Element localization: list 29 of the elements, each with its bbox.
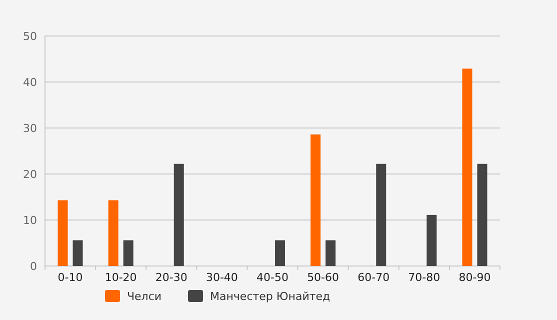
x-tick-label: 0-10 — [58, 271, 83, 284]
legend-label: Челси — [127, 290, 162, 303]
x-tick-label: 80-90 — [458, 271, 491, 284]
bar — [310, 134, 321, 266]
bar — [376, 164, 386, 266]
x-tick-label: 10-20 — [104, 271, 137, 284]
x-tick-label: 70-80 — [408, 271, 440, 284]
bar — [58, 200, 68, 266]
y-tick-label: 20 — [23, 168, 37, 181]
y-tick-label: 30 — [23, 122, 37, 135]
y-tick-label: 50 — [23, 30, 37, 43]
y-tick-label: 10 — [23, 214, 37, 227]
y-tick-label: 40 — [23, 76, 37, 89]
bar — [477, 164, 488, 266]
bar — [108, 200, 118, 266]
x-tick-label: 40-50 — [256, 271, 288, 284]
legend-label: Манчестер Юнайтед — [210, 290, 331, 303]
bar — [426, 214, 437, 266]
bar — [275, 240, 285, 266]
bar — [174, 164, 184, 266]
x-tick-label: 50-60 — [307, 271, 340, 284]
bar — [123, 240, 134, 266]
bar — [462, 68, 472, 266]
x-tick-label: 20-30 — [155, 271, 188, 284]
x-tick-label: 30-40 — [206, 271, 238, 284]
bar — [72, 240, 83, 266]
y-tick-label: 0 — [30, 260, 37, 273]
bar — [326, 240, 336, 266]
x-tick-label: 60-70 — [358, 271, 390, 284]
